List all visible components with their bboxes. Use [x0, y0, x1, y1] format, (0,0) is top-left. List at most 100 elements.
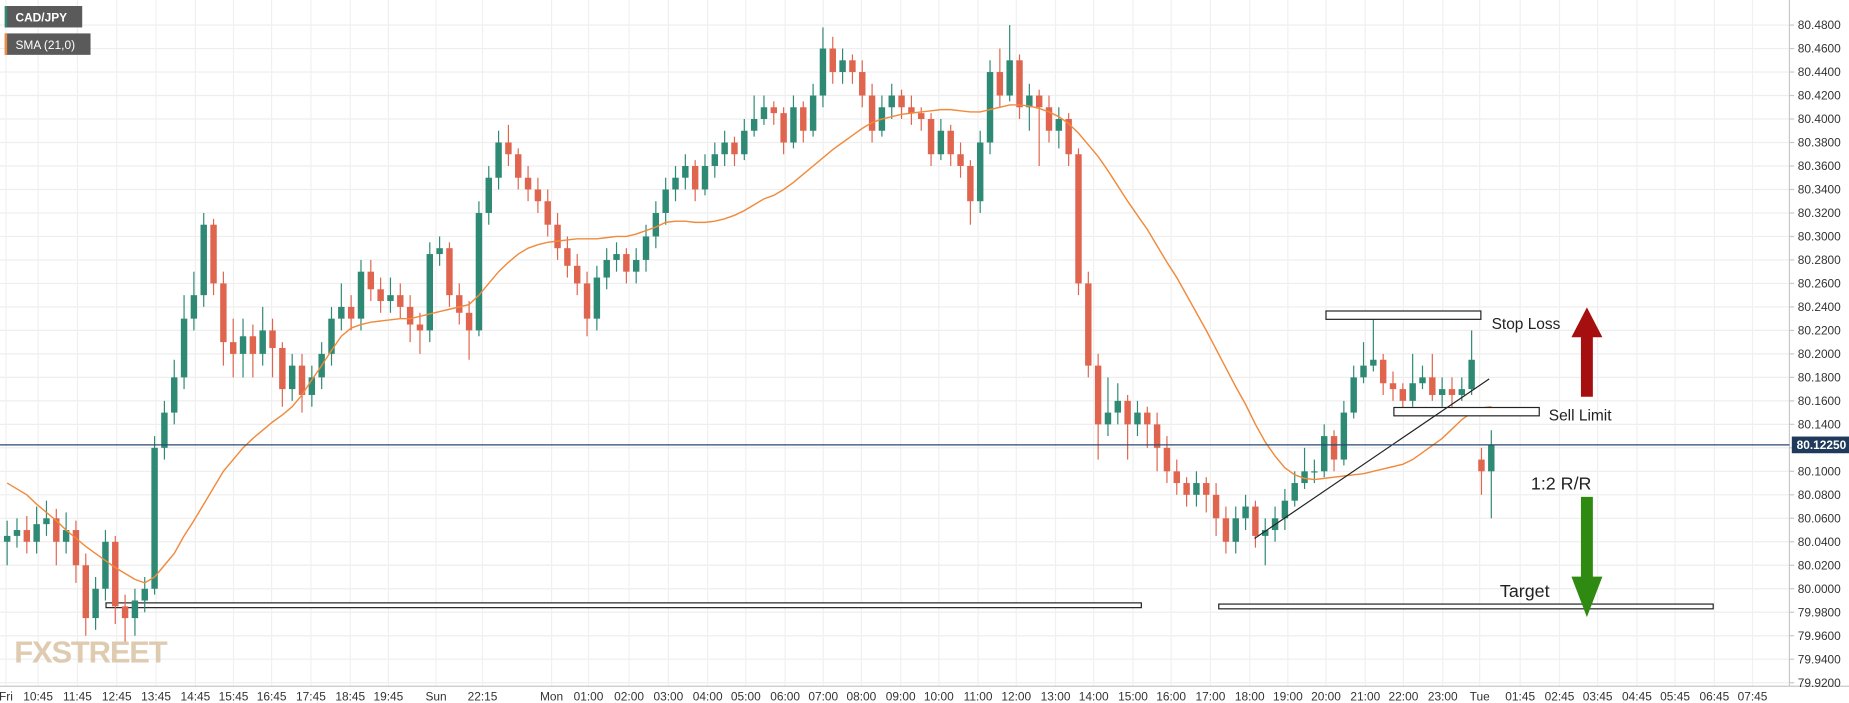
x-tick-label: 13:45 — [141, 690, 171, 703]
candle-body — [505, 142, 512, 155]
candle-body — [229, 342, 237, 354]
y-tick-label: 80.0600 — [1798, 511, 1841, 525]
candle-body — [1379, 359, 1387, 384]
candle-body — [367, 271, 375, 290]
target-zone — [105, 602, 1142, 609]
x-tick-label: 11:45 — [63, 690, 92, 703]
candle-body — [53, 518, 60, 542]
candle-body — [524, 177, 532, 190]
x-tick-label: 08:00 — [846, 690, 876, 703]
sma-line — [6, 104, 1492, 584]
x-tick-label: 06:00 — [770, 690, 800, 703]
candle-body — [338, 306, 345, 319]
candle-body — [574, 265, 581, 284]
candle-body — [1183, 483, 1190, 495]
candle-body — [151, 447, 158, 589]
grid — [0, 0, 1790, 687]
x-tick-label: 19:00 — [1273, 690, 1303, 703]
candle-body — [397, 295, 404, 307]
y-tick-label: 80.1000 — [1798, 464, 1841, 478]
x-tick-label: 10:00 — [924, 690, 954, 703]
x-tick-label: 02:00 — [614, 690, 644, 703]
candle-body — [328, 318, 335, 354]
candle-body — [1448, 389, 1456, 395]
x-tick-label: 03:00 — [653, 690, 683, 703]
candle-body — [770, 107, 778, 114]
candle-body — [642, 236, 650, 260]
down-arrow — [1571, 496, 1603, 618]
candle-body — [1399, 389, 1407, 401]
legend: CAD/JPY SMA (21,0) — [4, 6, 91, 55]
x-tick-label: 09:00 — [886, 690, 916, 703]
candle-body — [662, 189, 669, 213]
y-tick-label: 80.2800 — [1798, 253, 1841, 267]
x-tick-label: 05:45 — [1660, 690, 1690, 703]
candle-body — [632, 259, 640, 272]
candle-body — [446, 248, 453, 296]
y-tick-label: 80.4200 — [1798, 89, 1841, 103]
annotation-label: Stop Loss — [1492, 316, 1561, 333]
candle-body — [1144, 412, 1151, 425]
x-tick-label: 04:00 — [693, 690, 723, 703]
candle-body — [701, 165, 709, 190]
x-tick-label: 06:45 — [1699, 690, 1729, 703]
candle-body — [456, 295, 463, 313]
y-tick-label: 80.1400 — [1798, 418, 1841, 432]
candle-body — [544, 201, 551, 225]
candle-body — [947, 130, 954, 155]
x-tick-label: 20:00 — [1311, 690, 1341, 703]
last-price-label: 80.12250 — [1797, 438, 1847, 452]
candle-body — [1222, 518, 1230, 542]
x-tick-label: 14:45 — [180, 690, 210, 703]
x-tick-label: 01:00 — [574, 690, 604, 703]
y-tick-label: 80.4800 — [1798, 18, 1841, 32]
indicator-badge — [4, 33, 91, 55]
candle-body — [583, 283, 591, 319]
candle-body — [1163, 447, 1171, 472]
candle-body — [102, 541, 109, 589]
y-tick-label: 80.3200 — [1798, 206, 1841, 220]
x-tick-label: 16:45 — [257, 690, 287, 703]
candle-body — [82, 565, 89, 619]
candle-body — [613, 254, 620, 260]
x-tick-label: 22:00 — [1389, 690, 1419, 703]
x-tick-label: 21:00 — [1350, 690, 1380, 703]
y-tick-label: 80.3000 — [1798, 230, 1841, 244]
y-tick-label: 79.9200 — [1798, 676, 1841, 690]
y-tick-label: 80.2200 — [1798, 324, 1841, 338]
y-tick-label: 80.2600 — [1798, 277, 1841, 291]
x-tick-label: 07:45 — [1738, 690, 1768, 703]
candle-body — [485, 177, 492, 213]
candle-body — [112, 541, 119, 607]
candle-body — [1232, 518, 1239, 542]
x-tick-label: 22:15 — [468, 690, 498, 703]
indicator-label: SMA (21,0) — [15, 38, 75, 52]
candle-body — [1360, 365, 1367, 378]
candle-body — [62, 530, 70, 542]
candle-body — [141, 588, 148, 601]
candle-body — [387, 295, 394, 302]
y-tick-label: 80.0000 — [1798, 582, 1841, 596]
x-tick-label: 17:00 — [1196, 690, 1226, 703]
candle-body — [829, 48, 836, 73]
indicator-badge-edge — [4, 33, 8, 55]
candle-body — [593, 277, 601, 319]
x-tick-label: 18:45 — [335, 690, 365, 703]
candle-body — [790, 107, 797, 143]
candle-body — [1026, 95, 1033, 108]
candle-body — [1055, 119, 1063, 131]
target-zone — [1218, 603, 1714, 610]
candle-body — [1281, 500, 1289, 519]
annotation-label: Sell Limit — [1549, 408, 1612, 425]
candle-body — [780, 113, 787, 143]
candle-body — [672, 177, 679, 190]
x-tick-label: 11:00 — [964, 690, 993, 703]
candle-body — [1252, 506, 1259, 536]
candle-body — [465, 312, 473, 331]
candle-body — [800, 107, 807, 131]
candle-body — [1065, 119, 1072, 155]
y-tick-label: 80.4600 — [1798, 42, 1841, 56]
y-tick-label: 79.9800 — [1798, 605, 1841, 619]
candle-body — [1124, 400, 1131, 425]
